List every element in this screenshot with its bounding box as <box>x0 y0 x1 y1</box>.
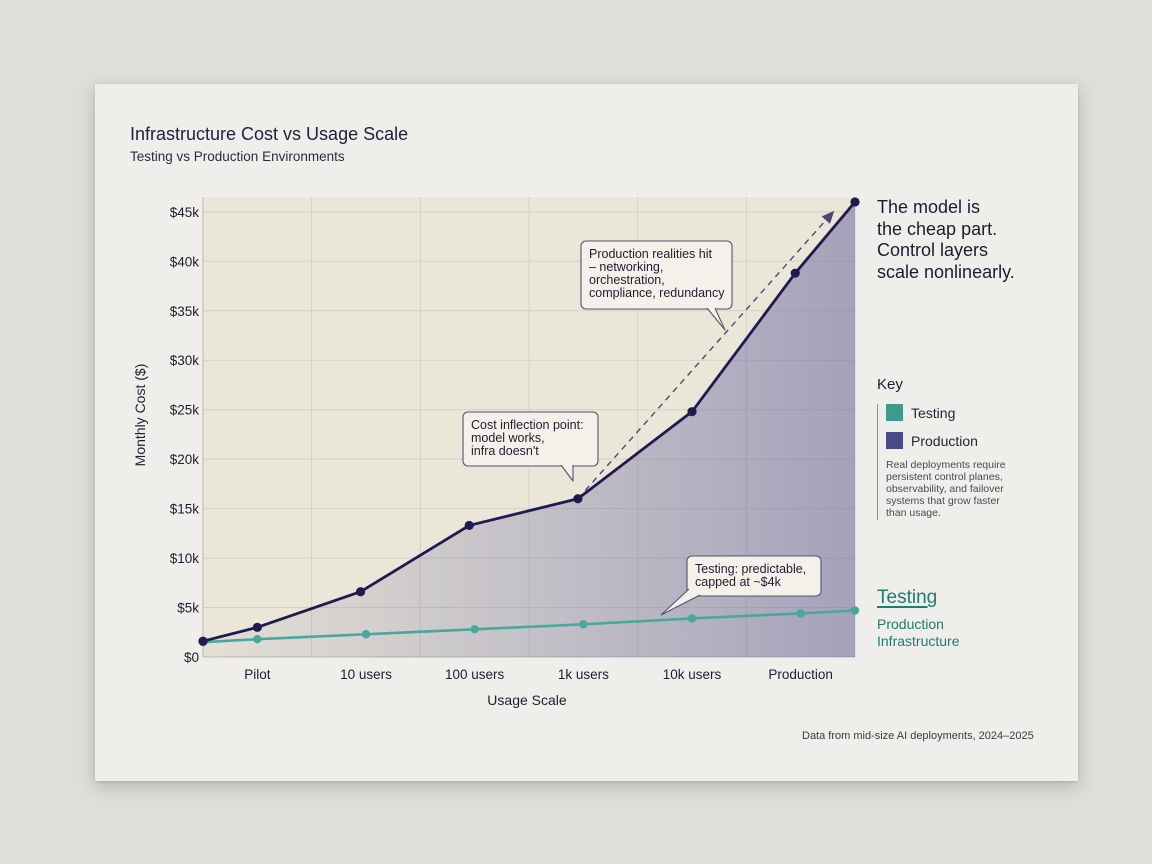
callout-text-inflection-1: model works, <box>471 431 545 445</box>
legend-item-testing: Testing <box>886 404 955 421</box>
y-tick-label-7: $35k <box>170 304 200 319</box>
series-line-production <box>202 201 857 643</box>
callout-text-inflection-0: Cost inflection point: <box>471 418 584 432</box>
production-point-3 <box>464 520 474 531</box>
production-point-5 <box>687 407 697 417</box>
callout-pointer-testing <box>660 588 701 616</box>
testing-point-5 <box>687 614 697 623</box>
callout-box-realities <box>580 240 733 310</box>
legend-label-production: Production <box>911 432 978 449</box>
callout-testing: Testing: predictable,capped at ~$4k <box>660 555 822 616</box>
series-line-testing <box>202 609 856 644</box>
testing-point-7 <box>850 606 860 615</box>
production-point-6 <box>790 268 800 278</box>
end-label-production: Production Infrastructure <box>877 616 960 649</box>
production-point-1 <box>252 622 262 632</box>
x-tick-label-3: 1k users <box>558 667 609 682</box>
y-tick-label-4: $20k <box>170 452 200 467</box>
callout-inflection: Cost inflection point:model works,infra … <box>462 411 599 482</box>
y-tick-label-0: $0 <box>184 650 199 665</box>
chart-subtitle: Testing vs Production Environments <box>130 149 345 164</box>
x-tick-label-2: 100 users <box>445 667 505 682</box>
x-tick-label-5: Production <box>768 667 833 682</box>
headline-message: The model is the cheap part. Control lay… <box>877 197 1015 282</box>
testing-point-3 <box>470 625 479 634</box>
testing-point-6 <box>796 609 805 618</box>
end-label-testing: Testing <box>877 587 938 608</box>
production-point-7 <box>850 197 860 207</box>
callout-pointer-inflection <box>560 464 574 482</box>
legend-label-testing: Testing <box>911 404 956 421</box>
callout-pointer-realities <box>706 307 726 331</box>
testing-point-1 <box>253 634 262 644</box>
projection-arrow <box>577 210 835 500</box>
legend: Testing Production Real deployments requ… <box>877 404 1028 520</box>
callout-realities: Production realities hit– networking,orc… <box>580 240 733 331</box>
testing-point-4 <box>579 620 588 629</box>
callout-text-testing-0: Testing: predictable, <box>695 562 806 576</box>
callout-text-testing-1: capped at ~$4k <box>695 575 782 589</box>
testing-point-2 <box>361 630 371 639</box>
callout-text-inflection-2: infra doesn't <box>471 444 539 458</box>
callout-box-inflection <box>462 411 599 467</box>
callout-text-realities-2: orchestration, <box>589 273 665 287</box>
y-tick-label-1: $5k <box>177 601 199 616</box>
legend-swatch-testing <box>886 404 903 421</box>
production-point-2 <box>355 587 366 597</box>
y-tick-label-6: $30k <box>170 353 200 368</box>
footnote: Data from mid-size AI deployments, 2024–… <box>802 730 1034 742</box>
x-tick-label-0: Pilot <box>244 667 271 682</box>
production-point-0 <box>198 636 208 646</box>
callout-box-testing <box>686 555 822 597</box>
paper-sheet: Infrastructure Cost vs Usage Scale Testi… <box>95 84 1078 781</box>
y-tick-label-5: $25k <box>170 403 200 418</box>
x-axis-title: Usage Scale <box>487 692 567 708</box>
callout-text-realities-1: – networking, <box>589 260 663 274</box>
y-tick-label-8: $40k <box>170 254 200 269</box>
callout-text-realities-0: Production realities hit <box>589 247 713 261</box>
x-tick-label-1: 10 users <box>340 667 392 682</box>
y-tick-label-2: $10k <box>170 551 200 566</box>
y-axis-title: Monthly Cost ($) <box>132 364 148 467</box>
x-tick-label-4: 10k users <box>663 667 722 682</box>
legend-item-production: Production <box>886 432 978 449</box>
legend-swatch-production <box>886 432 903 449</box>
y-tick-label-3: $15k <box>170 502 200 517</box>
y-tick-label-9: $45k <box>170 205 200 220</box>
chart-title: Infrastructure Cost vs Usage Scale <box>130 124 409 144</box>
production-point-4 <box>573 494 583 504</box>
legend-title: Key <box>877 376 903 393</box>
legend-note: Real deployments require persistent cont… <box>886 459 1006 519</box>
callout-text-realities-3: compliance, redundancy <box>589 286 725 300</box>
chart-canvas: $0 $5k $10k $15k $20k $25k $30k $35k $40k $45k Pil… <box>132 197 860 708</box>
production-area <box>203 201 855 657</box>
